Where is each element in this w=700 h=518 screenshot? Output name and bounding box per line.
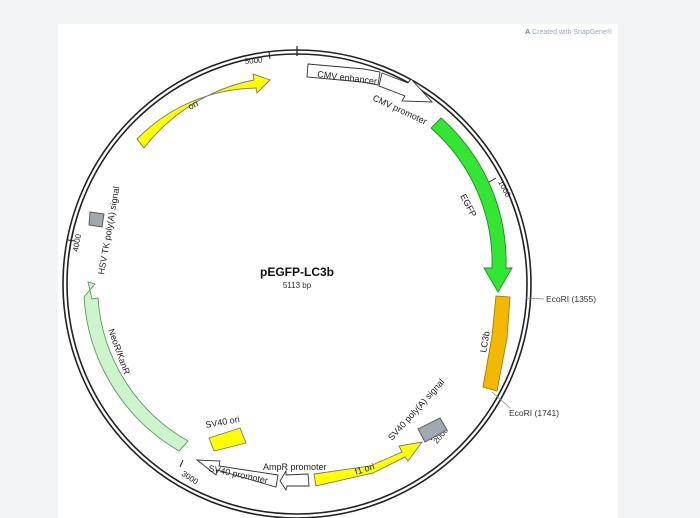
tick-3000: 3000: [179, 459, 200, 487]
feature-ampr-promoter[interactable]: AmpR promoter: [263, 462, 327, 492]
feature-label: LC3b: [478, 330, 492, 353]
snapgene-watermark: A Created with SnapGene®: [525, 29, 612, 36]
site-label: EcoRI (1355): [546, 294, 596, 304]
feature-hsv-tk-polya[interactable]: HSV TK poly(A) signal: [88, 186, 121, 276]
feature-sv40-polya[interactable]: SV40 poly(A) signal: [386, 377, 448, 443]
watermark-text: Created with SnapGene®: [532, 29, 612, 36]
feature-label: SV40 ori: [205, 414, 241, 430]
site-ecori-1355[interactable]: EcoRI (1355): [525, 294, 596, 304]
feature-ori[interactable]: ori: [136, 73, 271, 149]
feature-label: ori: [186, 98, 200, 112]
feature-neor-kanr[interactable]: NeoR/KanR: [83, 281, 189, 452]
feature-egfp[interactable]: EGFP: [430, 117, 513, 293]
feature-sv40-ori[interactable]: SV40 ori: [205, 414, 247, 452]
tick-4000: 4000: [67, 233, 83, 253]
feature-cmv-promoter[interactable]: CMV promoter: [371, 72, 434, 127]
site-ecori-1741[interactable]: EcoRI (1741): [491, 391, 559, 418]
feature-cmv-enhancer[interactable]: CMV enhancer: [306, 63, 381, 86]
feature-label: SV40 promoter: [208, 463, 269, 485]
snapgene-logo-icon: A: [525, 29, 531, 36]
feature-label: AmpR promoter: [263, 462, 327, 472]
feature-label: HSV TK poly(A) signal: [96, 186, 121, 276]
tick-label: 4000: [71, 233, 83, 253]
feature-label: EGFP: [458, 192, 478, 218]
map-title: pEGFP-LC3b: [260, 265, 334, 279]
feature-f1-ori[interactable]: f1 ori: [313, 441, 424, 487]
site-label: EcoRI (1741): [509, 408, 559, 418]
feature-lc3b[interactable]: LC3b: [478, 295, 511, 392]
map-length: 5113 bp: [283, 281, 312, 290]
tick-label: 5000: [244, 55, 263, 66]
tick-5000: 5000: [244, 51, 271, 66]
